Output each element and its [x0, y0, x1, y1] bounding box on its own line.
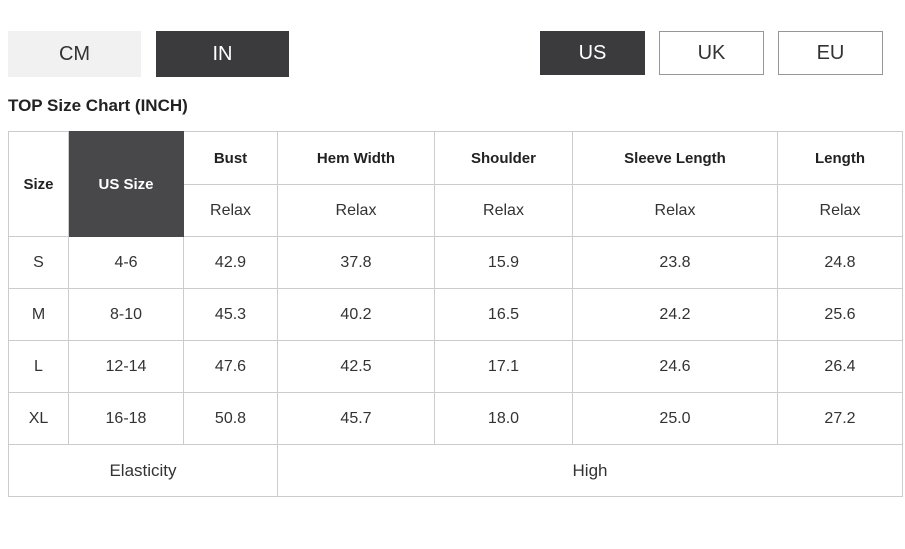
col-header-size: Size — [8, 131, 69, 237]
col-header-length: Length — [777, 131, 903, 185]
size-chart-table: Size US Size Bust Hem Width Shoulder Sle… — [8, 131, 903, 497]
region-toggle-eu[interactable]: EU — [778, 31, 883, 75]
col-header-hem-width: Hem Width — [277, 131, 435, 185]
fit-cell: Relax — [434, 184, 573, 237]
value-cell: 42.9 — [183, 236, 278, 289]
us-size-cell: 4-6 — [68, 236, 184, 289]
footer-row: Elasticity High — [8, 444, 903, 497]
value-cell: 47.6 — [183, 340, 278, 393]
value-cell: 15.9 — [434, 236, 573, 289]
size-cell: M — [8, 288, 69, 341]
fit-cell: Relax — [572, 184, 778, 237]
value-cell: 16.5 — [434, 288, 573, 341]
col-header-bust: Bust — [183, 131, 278, 185]
region-toggle-group: US UK EU — [540, 31, 883, 75]
value-cell: 50.8 — [183, 392, 278, 445]
fit-cell: Relax — [183, 184, 278, 237]
value-cell: 26.4 — [777, 340, 903, 393]
table-row: L 12-14 47.6 42.5 17.1 24.6 26.4 — [8, 340, 903, 393]
us-size-cell: 12-14 — [68, 340, 184, 393]
region-toggle-us[interactable]: US — [540, 31, 645, 75]
unit-toggle-group: CM IN — [8, 31, 289, 77]
value-cell: 42.5 — [277, 340, 435, 393]
value-cell: 45.7 — [277, 392, 435, 445]
region-toggle-uk[interactable]: UK — [659, 31, 764, 75]
value-cell: 37.8 — [277, 236, 435, 289]
toggle-bar: CM IN US UK EU — [8, 31, 883, 77]
fit-cell: Relax — [277, 184, 435, 237]
value-cell: 45.3 — [183, 288, 278, 341]
value-cell: 25.0 — [572, 392, 778, 445]
fit-cell: Relax — [777, 184, 903, 237]
us-size-cell: 16-18 — [68, 392, 184, 445]
value-cell: 40.2 — [277, 288, 435, 341]
size-cell: XL — [8, 392, 69, 445]
elasticity-label: Elasticity — [8, 444, 278, 497]
elasticity-value: High — [277, 444, 903, 497]
value-cell: 18.0 — [434, 392, 573, 445]
value-cell: 24.6 — [572, 340, 778, 393]
col-header-us-size: US Size — [68, 131, 184, 237]
value-cell: 24.2 — [572, 288, 778, 341]
table-row: M 8-10 45.3 40.2 16.5 24.2 25.6 — [8, 288, 903, 341]
table-row: XL 16-18 50.8 45.7 18.0 25.0 27.2 — [8, 392, 903, 445]
value-cell: 24.8 — [777, 236, 903, 289]
col-header-shoulder: Shoulder — [434, 131, 573, 185]
header-row-fit: Relax Relax Relax Relax Relax — [9, 184, 903, 237]
value-cell: 27.2 — [777, 392, 903, 445]
col-header-sleeve-length: Sleeve Length — [572, 131, 778, 185]
header-row-measures: Size US Size Bust Hem Width Shoulder Sle… — [8, 131, 903, 237]
unit-toggle-cm[interactable]: CM — [8, 31, 141, 77]
page-title: TOP Size Chart (INCH) — [8, 96, 188, 115]
us-size-cell: 8-10 — [68, 288, 184, 341]
value-cell: 25.6 — [777, 288, 903, 341]
size-cell: L — [8, 340, 69, 393]
size-cell: S — [8, 236, 69, 289]
value-cell: 17.1 — [434, 340, 573, 393]
unit-toggle-in[interactable]: IN — [156, 31, 289, 77]
table-row: S 4-6 42.9 37.8 15.9 23.8 24.8 — [8, 236, 903, 289]
value-cell: 23.8 — [572, 236, 778, 289]
